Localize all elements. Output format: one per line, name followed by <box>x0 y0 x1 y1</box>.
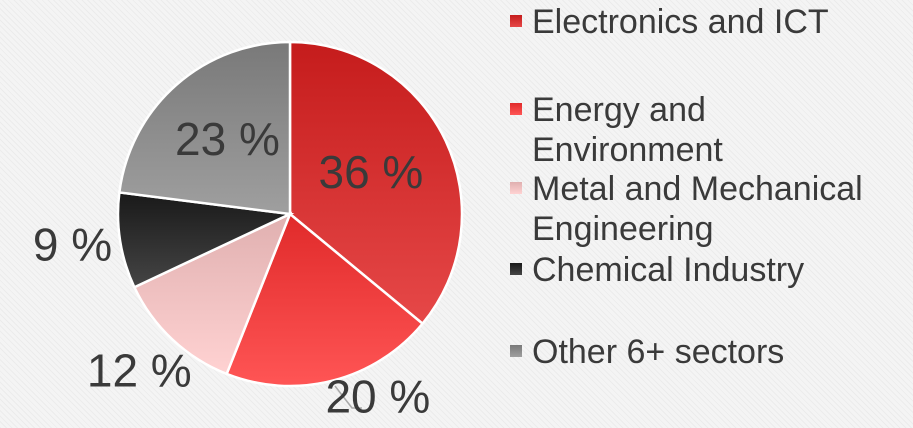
legend-swatch <box>510 263 522 275</box>
data-label: 20 % <box>325 371 430 423</box>
data-label: 36 % <box>318 146 423 198</box>
slice-energy-environment <box>225 211 425 388</box>
slice-metal-mechanical <box>132 211 293 376</box>
data-label: 12 % <box>87 345 192 397</box>
legend-item: Chemical Industry <box>510 250 902 290</box>
legend-swatch <box>510 345 522 357</box>
slice-electronics-ict <box>288 40 464 326</box>
legend-label: Metal and Mechanical Engineering <box>532 170 863 248</box>
legend-item: Electronics and ICT <box>510 2 902 42</box>
legend-item: Energy and Environment <box>510 90 902 170</box>
data-label: 23 % <box>175 113 280 165</box>
legend-swatch <box>510 182 522 194</box>
leader-line <box>334 385 362 409</box>
legend-item: Other 6+ sectors <box>510 332 902 372</box>
legend-swatch <box>510 103 522 115</box>
legend-label: Energy and Environment <box>532 91 723 169</box>
legend-item: Metal and Mechanical Engineering <box>510 169 902 249</box>
slice-chemical <box>116 191 295 289</box>
slice-other-sectors <box>117 40 292 216</box>
legend-label: Chemical Industry <box>532 251 805 289</box>
legend-swatch <box>510 15 522 27</box>
legend-label: Other 6+ sectors <box>532 333 785 371</box>
data-label: 9 % <box>33 219 112 271</box>
legend-label: Electronics and ICT <box>532 3 829 41</box>
